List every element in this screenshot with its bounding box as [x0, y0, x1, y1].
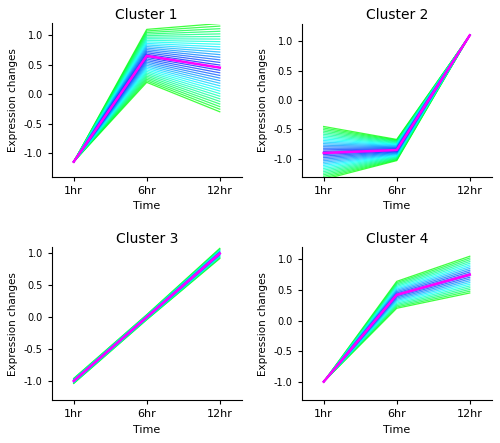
Title: Cluster 1: Cluster 1	[116, 8, 178, 22]
Y-axis label: Expression changes: Expression changes	[8, 272, 18, 376]
Title: Cluster 2: Cluster 2	[366, 8, 428, 22]
X-axis label: Time: Time	[133, 201, 160, 211]
Y-axis label: Expression changes: Expression changes	[258, 48, 268, 152]
Title: Cluster 4: Cluster 4	[366, 232, 428, 246]
Y-axis label: Expression changes: Expression changes	[258, 272, 268, 376]
X-axis label: Time: Time	[133, 425, 160, 435]
Title: Cluster 3: Cluster 3	[116, 232, 178, 246]
Y-axis label: Expression changes: Expression changes	[8, 48, 18, 152]
X-axis label: Time: Time	[383, 201, 410, 211]
X-axis label: Time: Time	[383, 425, 410, 435]
